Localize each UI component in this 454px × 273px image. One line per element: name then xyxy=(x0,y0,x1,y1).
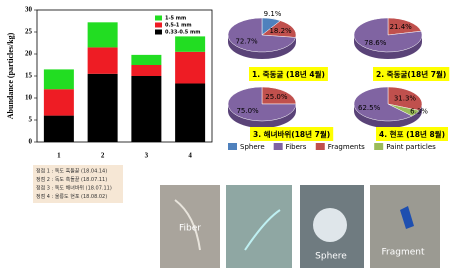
pie-title: 2. 죽동굴(18년 7월) xyxy=(376,69,446,79)
pie-title-box xyxy=(250,127,334,141)
pie-value-label: 25.0% xyxy=(265,93,288,101)
station-note: 정점 2 : 독도 흑돌끝 (18.07.11) xyxy=(36,176,107,183)
bar-segment xyxy=(175,36,206,52)
pie-title-box xyxy=(373,67,450,81)
pie-title: 4. 현포 (18년 8월) xyxy=(379,129,445,139)
pie-value-label: 6.3% xyxy=(410,107,428,115)
legend-swatch xyxy=(374,143,384,150)
station-note: 정점 3 : 독도 해녀바위 (18.07.11) xyxy=(36,185,112,192)
pie-slice xyxy=(353,86,413,122)
legend-swatch xyxy=(228,143,237,150)
bar-segment xyxy=(43,115,74,142)
legend-label: 0.5-1 mm xyxy=(165,23,192,29)
y-tick-label: 5 xyxy=(29,116,33,124)
legend-label: Paint particles xyxy=(386,143,436,151)
sphere-shape xyxy=(313,208,347,242)
legend-swatch xyxy=(273,143,283,150)
bar-segment xyxy=(131,54,162,65)
pie-value-label: 72.7% xyxy=(235,38,258,46)
legend-label: 0.33-0.5 mm xyxy=(165,30,200,36)
y-tick-label: 20 xyxy=(25,50,33,58)
bar-segment xyxy=(43,69,74,90)
y-tick-label: 25 xyxy=(25,28,33,36)
pie-value-label: 21.4% xyxy=(390,23,413,31)
x-tick-label: 1 xyxy=(57,152,61,160)
legend-label: Fibers xyxy=(286,143,307,151)
y-tick-label: 10 xyxy=(25,94,33,102)
legend-swatch xyxy=(155,15,162,21)
legend-swatch xyxy=(155,29,162,35)
fragment-shape xyxy=(400,206,414,229)
fiber-shape xyxy=(174,199,201,251)
pie-slice xyxy=(387,17,422,36)
legend-label: Sphere xyxy=(240,143,265,151)
bar-segment xyxy=(43,89,74,116)
photos xyxy=(160,185,440,268)
pie-slice xyxy=(353,17,423,53)
station-note: 정점 4 : 울릉도 현포 (18.08.02) xyxy=(36,193,107,200)
fiber-shape xyxy=(244,209,281,251)
y-tick-label: 0 xyxy=(29,138,33,146)
pie-slice xyxy=(227,17,296,53)
bar-segment xyxy=(87,22,118,48)
legend-label: Fragments xyxy=(328,143,365,151)
x-tick-label: 3 xyxy=(145,152,149,160)
bar-segment xyxy=(175,83,206,142)
station-note: 정점 1 : 독도 흑돌끝 (18.04.14) xyxy=(36,168,107,175)
photo-label: Fragment xyxy=(382,248,425,258)
pie-slice xyxy=(227,86,297,122)
pie-value-label: 18.2% xyxy=(269,27,292,35)
pie-value-label: 31.3% xyxy=(394,94,417,102)
y-tick-label: 15 xyxy=(25,72,33,80)
legend-swatch xyxy=(155,22,162,28)
photo-label: Sphere xyxy=(315,252,347,262)
pie-title-box xyxy=(376,127,449,141)
x-tick-label: 4 xyxy=(188,152,192,160)
pie-title-box xyxy=(249,67,328,81)
bar-segment xyxy=(87,73,118,142)
pie-title: 1. 죽동굴 (18년 4월) xyxy=(252,69,325,79)
pie-value-label: 75.0% xyxy=(236,107,259,115)
x-tick-label: 2 xyxy=(101,152,105,160)
photo xyxy=(226,185,292,268)
photo xyxy=(160,185,220,268)
legend-label: 1-5 mm xyxy=(165,16,186,22)
pie-value-label: 9.1% xyxy=(264,10,282,18)
y-axis-title: Abundance (particles/kg) xyxy=(6,32,15,119)
bar-segment xyxy=(87,47,118,74)
bar-segment xyxy=(131,76,162,142)
legend-swatch xyxy=(315,143,325,150)
station-box xyxy=(33,165,123,203)
bar-segment xyxy=(131,65,162,76)
pie-title: 3. 해녀바위(18년 7월) xyxy=(253,129,330,139)
bar-segment xyxy=(175,51,206,84)
pie-slice xyxy=(261,86,297,105)
photo xyxy=(370,185,440,268)
pie-slice xyxy=(261,20,297,38)
pie-value-label: 78.6% xyxy=(364,39,387,47)
photo-label: Fiber xyxy=(179,224,201,234)
y-tick-label: 30 xyxy=(25,6,33,14)
pie-value-label: 62.5% xyxy=(358,104,381,112)
pie-slice xyxy=(387,86,423,111)
